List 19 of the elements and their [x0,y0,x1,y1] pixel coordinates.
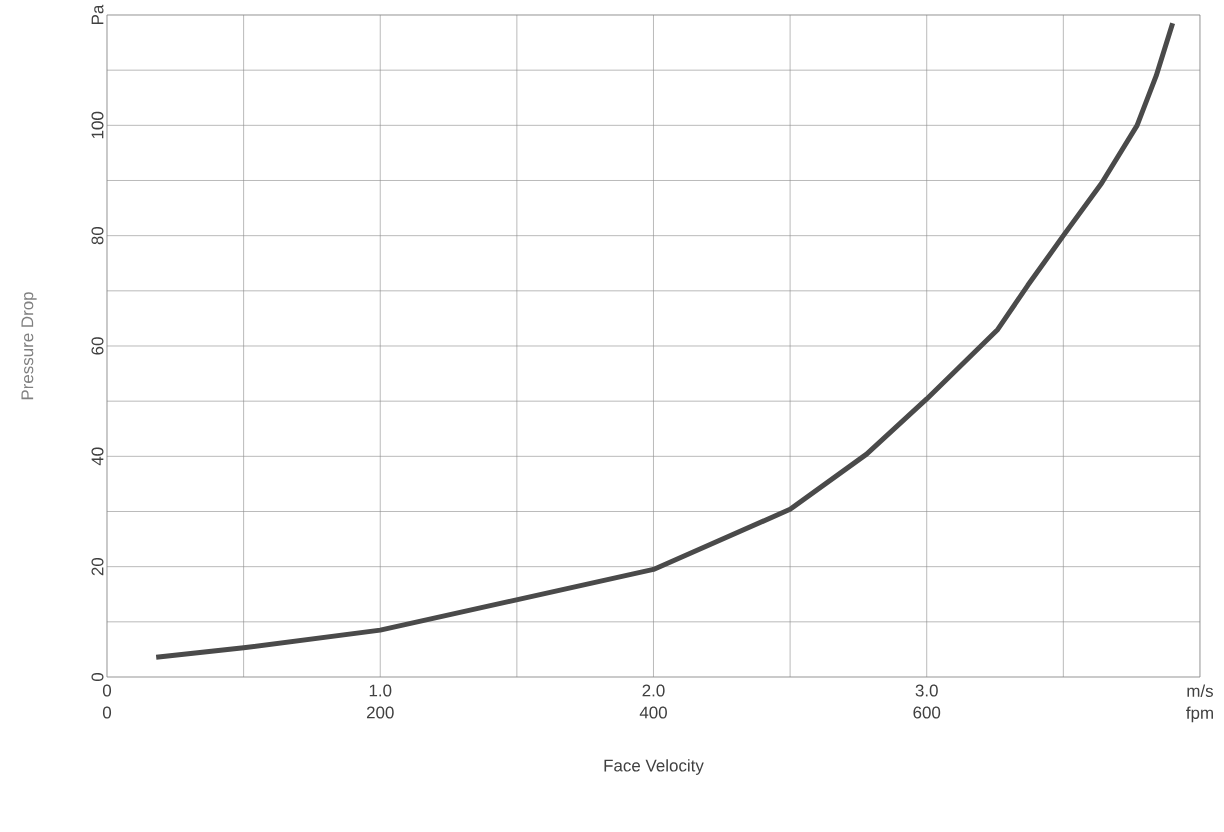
x2-tick-label: 200 [366,706,394,719]
y-tick-label: Pa [91,4,104,24]
y-tick-label: 60 [91,337,104,355]
x2-tick-label: fpm [1186,706,1213,723]
x-axis-title: Face Velocity [604,759,704,775]
x2-tick-label: 400 [639,706,667,719]
y-tick-label: 100 [91,111,104,139]
x-tick-label: m/s [1187,684,1213,697]
x-tick-label: 1.0 [369,684,392,697]
x2-tick-label: 600 [913,706,941,719]
x-tick-label: 0 [102,684,112,697]
y-tick-label: 80 [91,226,104,245]
y-tick-label: 40 [91,447,104,466]
y-tick-label: 0 [91,672,104,682]
x-tick-label: 3.0 [915,684,938,697]
y-axis-title: Pressure Drop [21,292,37,400]
y-tick-label: 20 [91,557,104,576]
x2-tick-label: 0 [102,706,112,719]
x-tick-label: 2.0 [642,684,665,697]
